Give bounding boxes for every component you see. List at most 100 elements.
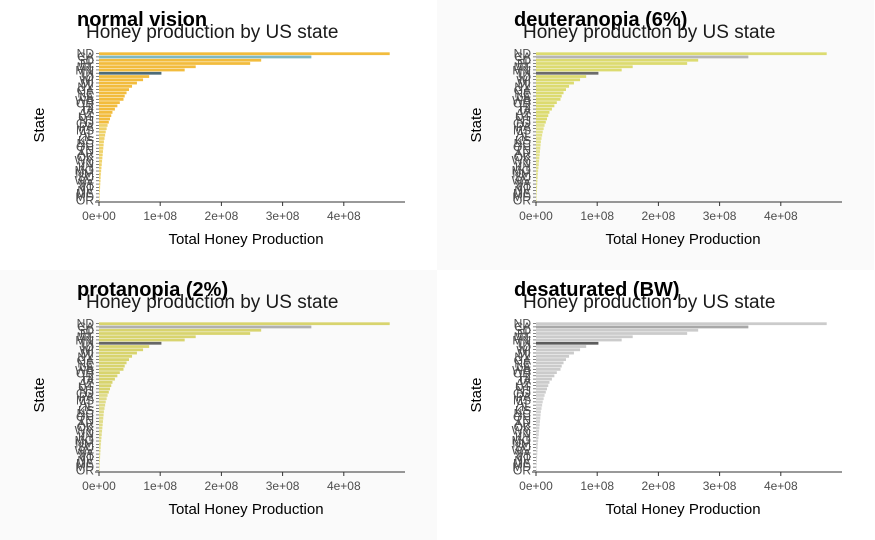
y-tick-label: NV bbox=[514, 183, 531, 197]
y-tick-label: OH bbox=[513, 410, 531, 424]
y-tick-label: ME bbox=[513, 187, 531, 201]
y-tick-label: ID bbox=[82, 70, 94, 84]
y-tick-label: WA bbox=[75, 93, 94, 107]
bar-id bbox=[99, 345, 150, 348]
bar-ny bbox=[99, 354, 133, 358]
y-tick-label: NC bbox=[514, 407, 532, 421]
y-tick-label: ND bbox=[514, 317, 532, 331]
y-tick-label: WI bbox=[516, 73, 531, 87]
y-tick-label: NY bbox=[514, 80, 531, 94]
bar-nd bbox=[99, 52, 390, 56]
bar-ny bbox=[99, 84, 133, 88]
y-tick-label: HI bbox=[519, 370, 531, 384]
bar-nj2 bbox=[99, 465, 100, 469]
bar-tx bbox=[536, 71, 599, 75]
bar-or bbox=[99, 469, 100, 472]
bar-or bbox=[99, 367, 124, 371]
bar-nv bbox=[99, 456, 101, 459]
y-tick-label: UT bbox=[78, 110, 95, 124]
y-tick-label: VT bbox=[516, 450, 532, 464]
bar-ca bbox=[99, 325, 312, 329]
y-tick-label: NV bbox=[77, 183, 94, 197]
bar-or bbox=[536, 199, 537, 202]
y-tick-label: TX bbox=[516, 337, 531, 351]
x-tick-label: 0e+00 bbox=[519, 479, 553, 493]
y-tick-label: OR bbox=[76, 97, 94, 111]
bar-wy bbox=[99, 426, 103, 430]
y-tick-label: GA bbox=[514, 83, 531, 97]
bar-ms bbox=[536, 397, 544, 401]
y-tick-label: ME bbox=[76, 457, 94, 471]
x-tick-label: 4e+08 bbox=[327, 209, 361, 223]
y-tick-label: TN bbox=[78, 143, 94, 157]
bar-wy bbox=[536, 426, 540, 430]
bar-hi bbox=[99, 104, 118, 108]
bar-ks bbox=[99, 137, 105, 140]
y-tick-label: MT bbox=[514, 330, 532, 344]
bar-wi bbox=[536, 78, 581, 82]
bar-wa bbox=[99, 101, 120, 105]
bar-wv bbox=[99, 176, 101, 180]
bar-sc bbox=[536, 442, 538, 446]
bar-oh bbox=[99, 143, 104, 147]
bar-nj2 bbox=[536, 195, 537, 199]
bar-ms bbox=[99, 397, 107, 401]
y-tick-label: LA bbox=[516, 360, 531, 374]
y-tick-label: CA bbox=[514, 50, 531, 64]
bar-al bbox=[536, 400, 543, 404]
bar-nd bbox=[536, 322, 827, 326]
y-tick-label: IL bbox=[84, 130, 94, 144]
bar-il bbox=[536, 403, 543, 407]
bar-md bbox=[536, 462, 537, 466]
y-tick-label: TN bbox=[515, 143, 531, 157]
bar-la bbox=[536, 94, 562, 98]
bar-nv bbox=[536, 456, 538, 459]
y-tick-label: NM bbox=[512, 437, 531, 451]
panel-title: protanopia (2%) bbox=[77, 279, 228, 301]
y-tick-label: FL bbox=[80, 57, 94, 71]
y-tick-label: MO bbox=[512, 163, 531, 177]
y-tick-label: LA bbox=[79, 90, 94, 104]
bar-ok bbox=[99, 423, 103, 427]
y-tick-label: NE bbox=[514, 87, 531, 101]
panel-desaturated: desaturated (BW) Honey production by US s… bbox=[437, 270, 874, 540]
y-tick-label: NY bbox=[514, 350, 531, 364]
bar-oh bbox=[536, 143, 541, 147]
y-tick-label: LA bbox=[79, 360, 94, 374]
y-tick-label: PA bbox=[516, 390, 531, 404]
bar-mi bbox=[536, 351, 574, 355]
y-tick-label: OH bbox=[76, 140, 94, 154]
x-tick-label: 4e+08 bbox=[764, 479, 798, 493]
bar-mi bbox=[536, 81, 574, 85]
bar-fl bbox=[99, 62, 251, 65]
x-tick-label: 1e+08 bbox=[143, 479, 177, 493]
bar-va bbox=[99, 449, 101, 453]
bar-wv bbox=[99, 446, 101, 450]
y-tick-label: ME bbox=[513, 457, 531, 471]
bar-il bbox=[536, 133, 543, 137]
y-tick-label: KY bbox=[78, 430, 94, 444]
y-tick-label: SD bbox=[514, 53, 531, 67]
bar-ca bbox=[536, 325, 749, 329]
y-tick-label: MT bbox=[514, 60, 532, 74]
bar-wy bbox=[99, 156, 103, 160]
y-tick-label: MT bbox=[77, 60, 95, 74]
bar-ne bbox=[99, 91, 127, 95]
bar-pa bbox=[536, 124, 545, 127]
y-tick-label: OH bbox=[76, 410, 94, 424]
y-tick-label: NV bbox=[514, 453, 531, 467]
bar-in bbox=[536, 159, 540, 163]
x-tick-label: 4e+08 bbox=[764, 209, 798, 223]
bar-co bbox=[536, 390, 546, 394]
x-tick-label: 3e+08 bbox=[703, 479, 737, 493]
y-tick-label: MO bbox=[512, 433, 531, 447]
y-tick-label: WY bbox=[512, 423, 531, 437]
bar-nv bbox=[99, 186, 101, 189]
bar-ky bbox=[99, 163, 102, 166]
bar-ms bbox=[536, 127, 544, 131]
y-tick-label: WY bbox=[512, 153, 531, 167]
y-tick-label: IA bbox=[83, 373, 94, 387]
y-tick-label: OR bbox=[76, 463, 94, 477]
y-tick-label: NM bbox=[75, 167, 94, 181]
y-axis-title: State bbox=[31, 107, 48, 142]
